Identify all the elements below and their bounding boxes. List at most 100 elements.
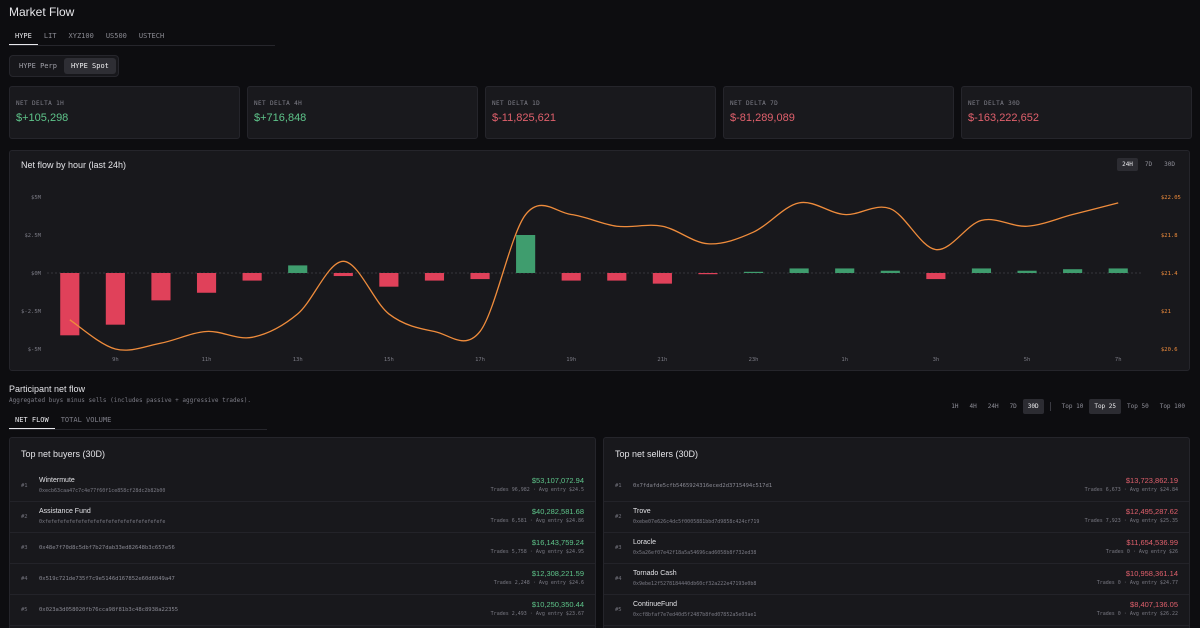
x-tick-label: 15h: [384, 357, 394, 363]
bar-12h: [242, 273, 262, 281]
trade-stats: Trades 96,982 · Avg entry $24.5: [490, 487, 584, 493]
row-rank: #2: [615, 514, 622, 520]
net-flow-chart-panel: $5M $2.5M $0M $-2.5M $-5M $22.05 $21.8 $21.4 $21…: [9, 150, 1190, 371]
net-amount: $16,143,759.24: [531, 538, 584, 547]
row-rank: #3: [21, 545, 28, 551]
participant-address[interactable]: 0x48e7f70d8c5dbf7b27dab33ed82648b3c657e5…: [39, 545, 175, 551]
row-amount: $10,958,361.14 Trades 0 · Avg entry $24.7…: [1097, 569, 1178, 586]
range-30d[interactable]: 30D: [1164, 161, 1175, 168]
row-participant: Tornado Cash 0x9ebe12f5278184440db60cf32a…: [633, 570, 756, 587]
row-participant: 0x48e7f70d8c5dbf7b27dab33ed82648b3c657e5…: [39, 545, 175, 551]
period-7d[interactable]: 7D: [1009, 403, 1017, 410]
period-30d[interactable]: 30D: [1022, 399, 1044, 414]
row-participant: Assistance Fund 0xfefefefefefefefefefefef…: [39, 508, 165, 525]
table-row[interactable]: #4 0x519c721de735f7c9e5146d167852e60d6049…: [10, 564, 595, 595]
top-100[interactable]: Top 100: [1159, 403, 1185, 410]
delta-label: NET DELTA 1H: [16, 100, 65, 107]
table-row[interactable]: #5 ContinueFund 0xcf8bfaf7e7ed40d5f2487b8f…: [604, 595, 1189, 626]
bar-10h: [151, 273, 171, 301]
subtab-hype-spot[interactable]: HYPE Spot: [63, 58, 116, 74]
table-row[interactable]: #3 Loracle 0x5a26ef07e42f18a5a54696cad6058…: [604, 533, 1189, 564]
row-rank: #1: [21, 483, 28, 489]
row-participant: Wintermute 0xecb63caa47c7c4e77f60f1ce858c…: [39, 477, 165, 494]
y2-tick-label: $21: [1161, 309, 1171, 315]
table-row[interactable]: #3 0x48e7f70d8c5dbf7b27dab33ed82648b3c657…: [10, 533, 595, 564]
tab-lit[interactable]: LIT: [43, 32, 57, 40]
bar-1h: [835, 268, 855, 273]
top-50[interactable]: Top 50: [1127, 403, 1149, 410]
participant-address[interactable]: 0xebe07e626c4dc5f0005881bbd7d9858c424cf7…: [633, 519, 760, 525]
bar-3h: [926, 273, 946, 280]
x-tick-label: 11h: [202, 357, 212, 363]
top-25[interactable]: Top 25: [1089, 399, 1122, 414]
trade-stats: Trades 2,493 · Avg entry $23.67: [490, 611, 584, 617]
row-amount: $16,143,759.24 Trades 5,758 · Avg entry $…: [491, 538, 584, 555]
tab-net-flow[interactable]: NET FLOW: [9, 412, 55, 429]
delta-label: NET DELTA 4H: [254, 100, 303, 107]
participant-filters: 1H 4H 24H 7D 30D Top 10 Top 25 Top 50 To…: [946, 399, 1190, 414]
bar-4h: [971, 268, 992, 273]
trade-stats: Trades 0 · Avg entry $24.77: [1096, 580, 1178, 586]
period-1h[interactable]: 1H: [951, 403, 959, 410]
participant-name: Loracle: [633, 539, 656, 546]
participant-address[interactable]: 0x519c721de735f7c9e5146d167852e60d6049a4…: [39, 576, 175, 582]
range-7d[interactable]: 7D: [1144, 161, 1153, 168]
x-tick-label: 1h: [841, 357, 848, 363]
price-line: [69, 201, 1119, 351]
table-row[interactable]: #2 Trove 0xebe07e626c4dc5f0005881bbd7d9858…: [604, 502, 1189, 533]
participant-name: Wintermute: [39, 477, 75, 484]
top-buyers-panel: Top net buyers (30D) #1 Wintermute 0xecb63…: [9, 437, 596, 628]
net-amount: $53,107,072.94: [531, 476, 584, 485]
table-row[interactable]: #2 Assistance Fund 0xfefefefefefefefefefef…: [10, 502, 595, 533]
delta-value: $+105,298: [16, 112, 69, 124]
table-row[interactable]: #5 0x023a3d058020fb76cca98f81b3c48c8938a2…: [10, 595, 595, 626]
bar-18h: [516, 235, 536, 273]
top-10[interactable]: Top 10: [1061, 403, 1084, 410]
participant-section-title: Participant net flow: [9, 384, 86, 394]
row-amount: $11,654,536.99 Trades 0 · Avg entry $26: [1106, 538, 1178, 555]
bar-2h: [880, 270, 900, 273]
bar-6h: [1063, 269, 1083, 273]
delta-card-7d: NET DELTA 7D $-81,289,089: [723, 86, 954, 139]
bar-8h: [60, 273, 80, 336]
x-tick-label: 7h: [1115, 357, 1122, 363]
participant-address[interactable]: 0xecb63caa47c7c4e77f60f1ce858cf28dc2b82b…: [39, 488, 166, 494]
instrument-toggle: HYPE Perp HYPE Spot: [9, 55, 119, 77]
net-amount: $8,407,136.05: [1130, 600, 1178, 609]
table-row[interactable]: #1 Wintermute 0xecb63caa47c7c4e77f60f1ce85…: [10, 471, 595, 502]
bar-15h: [379, 273, 399, 287]
table-row[interactable]: #1 0x7fdafde5cfb5465924316eced2d3715494c5…: [604, 471, 1189, 502]
participant-address[interactable]: 0xcf8bfaf7e7ed40d5f2487b8fed07852a5e03ae…: [633, 612, 757, 618]
subtab-hype-perp[interactable]: HYPE Perp: [19, 62, 57, 70]
participant-address[interactable]: 0x7fdafde5cfb5465924316eced2d3715494c517…: [633, 483, 773, 489]
tab-xyz100[interactable]: XYZ100: [68, 32, 94, 40]
bar-11h: [196, 273, 217, 293]
range-24h[interactable]: 24H: [1117, 158, 1138, 171]
participant-address[interactable]: 0x023a3d058020fb76cca98f81b3c48c8938a223…: [39, 607, 179, 613]
y-tick-label: $-2.5M: [21, 309, 42, 315]
participant-address[interactable]: 0x9ebe12f5278184440db60cf32a222e47193e0b…: [633, 581, 757, 587]
y2-tick-label: $21.8: [1161, 233, 1178, 239]
row-participant: ContinueFund 0xcf8bfaf7e7ed40d5f2487b8fed…: [633, 601, 756, 618]
row-amount: $40,282,581.68 Trades 6,581 · Avg entry $…: [491, 507, 584, 524]
delta-cards: NET DELTA 1H $+105,298 NET DELTA 4H $+71…: [9, 86, 1192, 139]
tab-us500[interactable]: US500: [105, 32, 127, 40]
tab-hype[interactable]: HYPE: [9, 29, 38, 45]
x-tick-label: 17h: [475, 357, 485, 363]
y2-tick-label: $21.4: [1161, 271, 1178, 277]
row-participant: 0x519c721de735f7c9e5146d167852e60d6049a4…: [39, 576, 175, 582]
tab-ustech[interactable]: USTECH: [138, 32, 165, 40]
period-4h[interactable]: 4H: [969, 403, 977, 410]
top-buyers-title: Top net buyers (30D): [21, 449, 106, 459]
table-row[interactable]: #4 Tornado Cash 0x9ebe12f5278184440db60cf3…: [604, 564, 1189, 595]
delta-card-1h: NET DELTA 1H $+105,298: [9, 86, 240, 139]
period-24h[interactable]: 24H: [987, 403, 999, 410]
participant-address[interactable]: 0x5a26ef07e42f18a5a54696cad6058b8f732ed3…: [633, 550, 757, 556]
participant-name: ContinueFund: [633, 601, 677, 608]
participant-address[interactable]: 0xfefefefefefefefefefefefefefefefefefefe…: [39, 519, 166, 525]
bar-17h: [470, 273, 490, 280]
x-tick-label: 23h: [749, 357, 759, 363]
x-tick-label: 19h: [566, 357, 576, 363]
net-amount: $10,958,361.14: [1125, 569, 1178, 578]
tab-total-volume[interactable]: TOTAL VOLUME: [60, 416, 112, 424]
